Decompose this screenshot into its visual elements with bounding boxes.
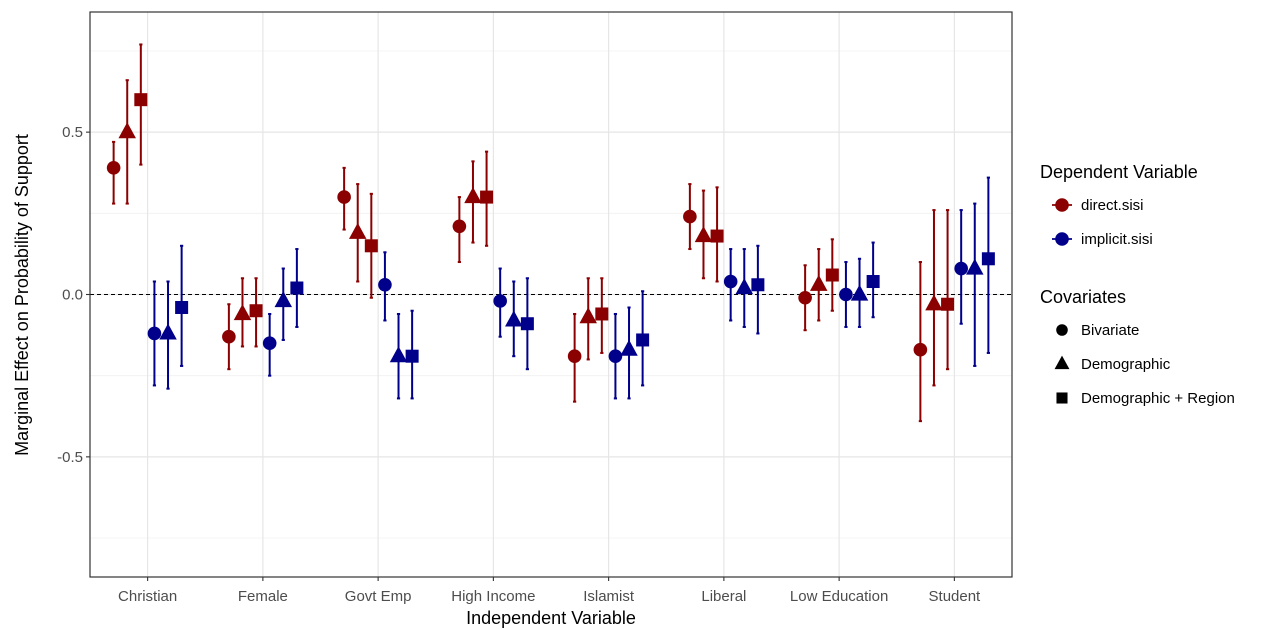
point-estimate [966, 258, 984, 275]
y-tick-label: 0.5 [62, 124, 83, 141]
series-direct-sisi-demographic-region [134, 43, 955, 371]
point-estimate [364, 239, 378, 253]
point-estimate [941, 297, 955, 311]
point-estimate [134, 93, 148, 107]
point-estimate [683, 209, 697, 224]
point-estimate [608, 349, 623, 363]
series-implicit-sisi-demographic-region [175, 176, 995, 400]
legend-entry: implicit.sisi [1052, 231, 1153, 248]
point-estimate [751, 278, 765, 292]
point-estimate [106, 161, 121, 175]
point-estimate [405, 349, 419, 363]
point-estimate [464, 187, 482, 204]
legend-entry: Demographic [1054, 355, 1171, 373]
point-estimate [636, 333, 650, 347]
point-estimate [825, 268, 839, 282]
legend-key-shape [1056, 324, 1068, 336]
point-estimate [262, 336, 277, 351]
y-tick-label: -0.5 [57, 449, 83, 466]
x-tick-label: Student [929, 588, 982, 605]
point-estimate [480, 190, 494, 204]
point-estimate [175, 300, 189, 314]
legend-label: Demographic [1081, 356, 1171, 373]
legend-label: direct.sisi [1081, 197, 1144, 214]
legend-label: Demographic + Region [1081, 390, 1235, 407]
point-estimate [337, 190, 351, 204]
series-implicit-sisi-demographic [159, 202, 984, 400]
point-estimate [866, 275, 880, 289]
point-estimate [723, 274, 738, 289]
series-direct-sisi-bivariate [106, 140, 928, 423]
x-tick-label: Christian [118, 588, 177, 605]
x-tick-label: Female [238, 588, 288, 605]
point-estimate [567, 349, 582, 363]
legend-title: Covariates [1040, 287, 1126, 307]
x-tick-label: Low Education [790, 588, 888, 605]
legend-entry: Demographic + Region [1056, 390, 1235, 407]
point-estimate [798, 290, 812, 305]
point-estimate [233, 304, 252, 321]
series-implicit-sisi-bivariate [147, 209, 968, 400]
legend: Dependent Variable direct.sisi implicit.si… [1040, 162, 1235, 407]
data-marks [106, 43, 995, 423]
axes: -0.5 0.0 0.5 Christian Female Govt Emp High In… [57, 124, 981, 605]
point-estimate [925, 294, 943, 311]
y-tick-label: 0.0 [62, 287, 83, 304]
point-estimate [348, 222, 367, 239]
point-estimate [710, 229, 724, 243]
legend-entry: Bivariate [1056, 322, 1139, 339]
legend-group-covariates: Covariates Bivariate Demographic Demographi… [1040, 287, 1235, 407]
point-estimate [452, 219, 467, 234]
x-tick-label: Islamist [583, 588, 635, 605]
point-estimate [620, 339, 638, 356]
point-estimate [378, 277, 392, 292]
legend-key-point [1055, 232, 1069, 246]
legend-label: Bivariate [1081, 322, 1139, 339]
point-estimate [118, 122, 136, 139]
point-estimate [981, 252, 995, 266]
point-estimate [595, 307, 609, 321]
point-estimate [389, 346, 408, 363]
point-estimate [694, 226, 713, 243]
point-estimate [913, 342, 928, 357]
point-estimate [290, 281, 304, 295]
x-axis-title: Independent Variable [466, 608, 636, 628]
legend-key-shape [1056, 392, 1068, 404]
legend-key-point [1055, 198, 1069, 212]
point-estimate [809, 274, 828, 291]
series-direct-sisi-demographic [118, 79, 943, 387]
point-estimate [505, 310, 523, 327]
point-estimate [579, 307, 597, 324]
legend-group-dependent-variable: Dependent Variable direct.sisi implicit.si… [1040, 162, 1198, 248]
point-estimate [954, 261, 968, 276]
legend-title: Dependent Variable [1040, 162, 1198, 182]
x-tick-label: Liberal [701, 588, 746, 605]
point-estimate [274, 291, 293, 308]
x-tick-label: Govt Emp [345, 588, 412, 605]
point-estimate [493, 294, 507, 308]
legend-entry: direct.sisi [1052, 197, 1144, 214]
point-estimate [159, 323, 177, 340]
legend-label: implicit.sisi [1081, 231, 1153, 248]
point-estimate [735, 278, 754, 295]
x-tick-label: High Income [451, 588, 535, 605]
y-axis-title: Marginal Effect on Probability of Suppor… [12, 134, 32, 456]
point-estimate [249, 304, 263, 318]
point-estimate [839, 287, 853, 302]
point-estimate [850, 284, 869, 301]
point-estimate [147, 326, 162, 341]
point-estimate [222, 329, 236, 344]
point-estimate [520, 317, 534, 331]
legend-key-shape [1054, 355, 1070, 370]
